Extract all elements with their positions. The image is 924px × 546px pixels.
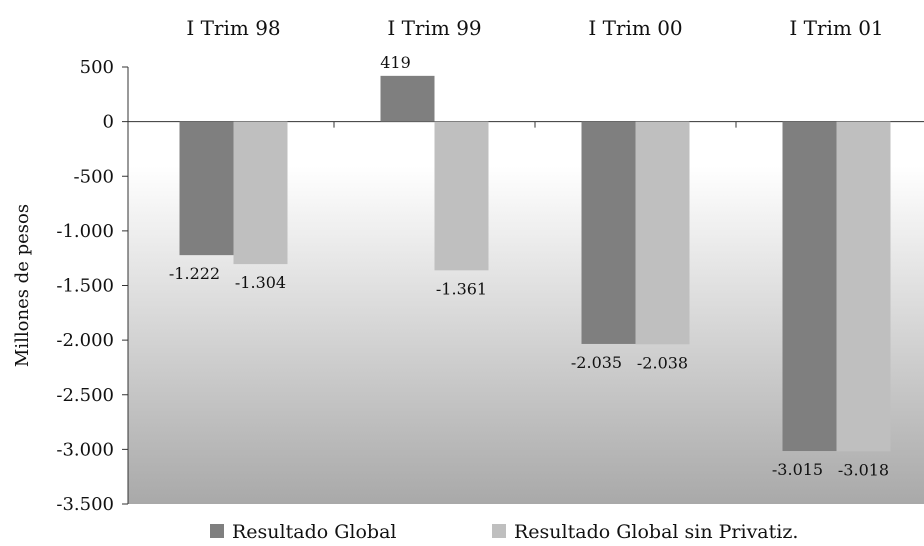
- data-label: -1.222: [169, 264, 220, 283]
- category-label: I Trim 98: [186, 16, 280, 40]
- y-tick-label: -3.000: [56, 439, 114, 460]
- y-tick-label: 500: [80, 57, 114, 78]
- category-label: I Trim 00: [588, 16, 682, 40]
- legend-label: Resultado Global: [232, 521, 396, 543]
- legend-swatch: [492, 524, 506, 538]
- category-label: I Trim 01: [789, 16, 883, 40]
- y-tick-label: 0: [103, 112, 114, 133]
- bar: [435, 122, 489, 271]
- category-label: I Trim 99: [387, 16, 481, 40]
- data-label: -2.038: [637, 353, 688, 372]
- y-tick-label: -1.500: [56, 276, 114, 297]
- bar: [783, 122, 837, 451]
- y-tick-label: -3.500: [56, 494, 114, 515]
- bar: [582, 122, 636, 344]
- y-tick-label: -2.500: [56, 385, 114, 406]
- data-label: -3.015: [772, 460, 823, 479]
- y-tick-label: -1.000: [56, 221, 114, 242]
- data-label: -2.035: [571, 353, 622, 372]
- bar: [381, 76, 435, 122]
- y-tick-label: -500: [74, 166, 114, 187]
- data-label: -1.304: [235, 273, 286, 292]
- bar: [837, 122, 891, 452]
- y-axis-title: Millones de pesos: [12, 204, 33, 367]
- bar: [636, 122, 690, 345]
- bar: [234, 122, 288, 264]
- legend-swatch: [210, 524, 224, 538]
- y-tick-label: -2.000: [56, 330, 114, 351]
- data-label: -1.361: [436, 279, 487, 298]
- data-label: -3.018: [838, 460, 889, 479]
- bar: [180, 122, 234, 256]
- data-label: 419: [380, 53, 411, 72]
- legend-label: Resultado Global sin Privatiz.: [514, 521, 798, 543]
